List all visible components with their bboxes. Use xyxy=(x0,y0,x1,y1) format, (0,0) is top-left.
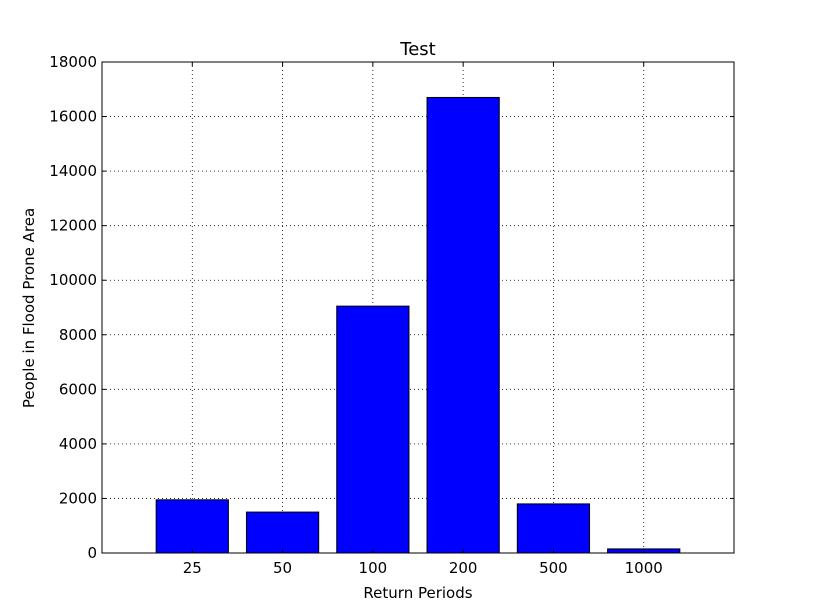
bar-500 xyxy=(516,503,591,554)
y-tick-label: 2000 xyxy=(59,489,97,507)
y-tick-label: 10000 xyxy=(49,271,97,289)
x-tick-label: 500 xyxy=(539,559,568,577)
y-tick-label: 6000 xyxy=(59,380,97,398)
bar-200 xyxy=(426,96,500,554)
x-tick-label: 50 xyxy=(273,559,292,577)
bar-25 xyxy=(155,499,229,554)
x-axis-ticks: 25 50 100 200 500 1000 xyxy=(183,62,663,577)
chart-title: Test xyxy=(399,39,435,60)
x-tick-label: 100 xyxy=(359,559,388,577)
grid-lines xyxy=(102,62,734,553)
bar-50 xyxy=(245,511,320,554)
y-tick-label: 16000 xyxy=(49,108,97,126)
plot-area xyxy=(102,62,734,553)
x-tick-label: 200 xyxy=(449,559,478,577)
y-tick-label: 12000 xyxy=(49,217,97,235)
x-tick-label: 1000 xyxy=(625,559,663,577)
y-tick-label: 8000 xyxy=(59,326,97,344)
plot-frame xyxy=(101,61,735,554)
y-tick-label: 0 xyxy=(87,544,97,562)
y-tick-label: 14000 xyxy=(49,162,97,180)
y-tick-label: 4000 xyxy=(59,435,97,453)
y-axis-label: People in Flood Prone Area xyxy=(20,208,38,408)
bar-100 xyxy=(336,305,410,554)
x-axis-label: Return Periods xyxy=(363,584,472,602)
y-axis-ticks: 0 2000 4000 6000 8000 10000 12000 14000 16000 180… xyxy=(49,53,734,562)
x-tick-label: 25 xyxy=(183,559,202,577)
y-tick-label: 18000 xyxy=(49,53,97,71)
